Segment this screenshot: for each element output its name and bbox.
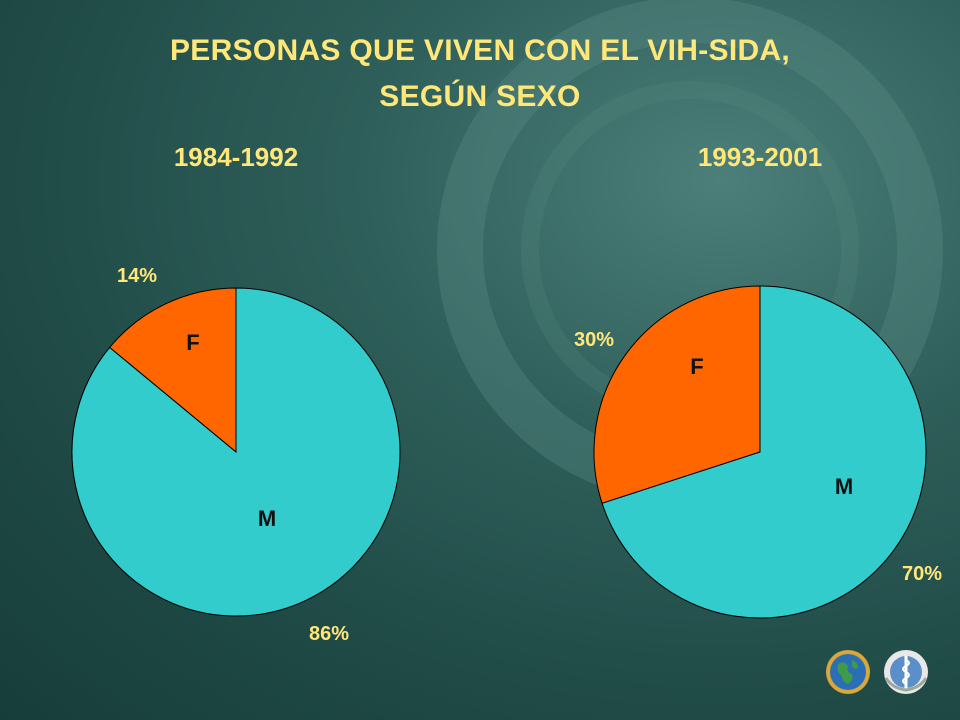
pie-chart-2: 1993-2001 F 30% M 70% <box>574 142 942 619</box>
pie-title: 1993-2001 <box>698 142 822 172</box>
who-emblem-icon <box>884 650 928 694</box>
pie-slice-f <box>593 285 761 504</box>
globe-emblem-icon <box>826 650 870 694</box>
value-label-m: 86% <box>309 623 349 645</box>
pie-slice-m <box>71 287 401 617</box>
slide-title: PERSONAS QUE VIVEN CON EL VIH-SIDA, SEGÚ… <box>40 28 920 120</box>
pie-title: 1984-1992 <box>174 142 298 172</box>
pie-chart-1: 1984-1992 F 14% M 86% <box>71 142 401 645</box>
value-label-f: 30% <box>574 329 614 351</box>
slice-label-m: M <box>258 506 276 531</box>
title-line-1: PERSONAS QUE VIVEN CON EL VIH-SIDA, <box>169 34 791 67</box>
slice-label-f: F <box>690 354 703 379</box>
pie-slice-f <box>108 287 237 454</box>
slice-label-m: M <box>835 474 853 499</box>
title-line-2: SEGÚN SEXO <box>379 80 581 113</box>
pie-slice-m <box>601 285 927 619</box>
value-label-f: 14% <box>117 265 157 287</box>
logos <box>826 650 928 694</box>
value-label-m: 70% <box>902 563 942 585</box>
slice-label-f: F <box>186 330 199 355</box>
